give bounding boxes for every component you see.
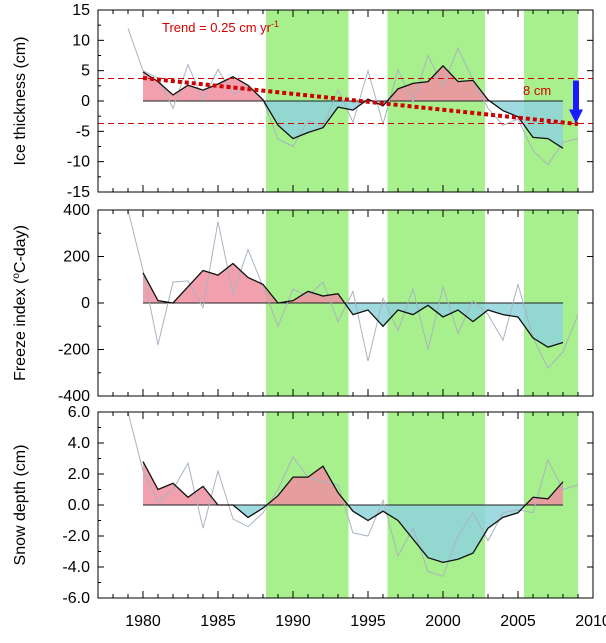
x-tick-label: 1990	[275, 613, 311, 630]
y-tick-label: 0	[81, 93, 90, 110]
y-tick-label: 4.0	[68, 435, 90, 452]
y-tick-label: 2.0	[68, 466, 90, 483]
positive-anomaly-fill	[188, 270, 203, 303]
y-axis-label-degree: o	[11, 273, 22, 279]
anomaly-series-line	[142, 461, 564, 564]
positive-anomaly-fill	[248, 277, 263, 303]
negative-anomaly-fill	[278, 101, 293, 139]
series-lines	[127, 210, 579, 369]
positive-anomaly-fill	[203, 84, 218, 101]
trend-annotations	[98, 75, 593, 127]
y-tick-label: 200	[63, 249, 90, 266]
positive-anomaly-fill	[173, 483, 188, 505]
y-axis-label-rest: C-day)	[12, 225, 29, 273]
y-tick-label: 400	[63, 202, 90, 219]
positive-anomaly-fill	[308, 466, 323, 505]
series-lines	[127, 412, 579, 577]
negative-anomaly-fill	[368, 303, 383, 327]
x-tick-label: 2000	[425, 613, 461, 630]
y-axis-label: Snow depth (cm)	[12, 445, 29, 566]
x-tick-label: 1985	[200, 613, 236, 630]
raw-series-line	[127, 28, 579, 166]
x-tick-label: 2005	[500, 613, 536, 630]
negative-anomaly-fill	[548, 303, 563, 348]
positive-anomaly-fill	[308, 291, 323, 303]
negative-anomaly-fill	[518, 101, 533, 138]
positive-anomaly-fill	[413, 81, 428, 101]
negative-anomaly-fill	[488, 505, 503, 529]
positive-anomaly-fill	[293, 477, 308, 505]
trend-line	[142, 75, 579, 127]
negative-anomaly-fill	[428, 505, 443, 563]
negative-anomaly-fill	[383, 505, 398, 521]
axes: 15 10 5 0 -5 -10 -15	[67, 2, 594, 201]
negative-anomaly-fill	[443, 505, 458, 563]
y-tick-label: 15	[72, 2, 90, 19]
y-tick-label: 10	[72, 32, 90, 49]
negative-anomaly-fill	[413, 505, 428, 558]
negative-anomaly-fill	[488, 303, 503, 315]
y-axis-label: Ice thickness (cm)	[12, 37, 29, 166]
negative-anomaly-fill	[353, 505, 368, 521]
anomaly-series-line	[142, 262, 564, 348]
raw-series-line	[127, 412, 579, 577]
panel-snow-depth: 6.0 4.0 2.0 0.0 -2.0 -4.0 -6.0 1980 1985 1990 1995…	[12, 404, 606, 630]
positive-anomaly-fill	[548, 481, 563, 505]
y-tick-label: -2.0	[62, 528, 90, 545]
trend-label-main: Trend = 0.25 cm yr	[162, 20, 272, 35]
positive-anomaly-fill	[233, 263, 248, 303]
axes: 6.0 4.0 2.0 0.0 -2.0 -4.0 -6.0 1980 1985 1990 1995…	[62, 404, 606, 630]
positive-anomaly-fill	[458, 80, 473, 101]
panel-ice-thickness: 15 10 5 0 -5 -10 -15 Ice thickness (cm) Trend …	[12, 2, 594, 201]
negative-anomaly-fill	[533, 303, 548, 348]
raw-series-line	[127, 210, 579, 369]
y-tick-label: 0.0	[68, 497, 90, 514]
positive-anomaly-fill	[428, 65, 443, 101]
y-tick-label: -4.0	[62, 559, 90, 576]
positive-anomaly-fill	[323, 466, 338, 505]
y-tick-label: -10	[67, 154, 90, 171]
trend-label-superscript: -1	[271, 19, 279, 29]
negative-anomaly-fill	[503, 101, 518, 117]
positive-anomaly-fill	[143, 461, 158, 505]
x-tick-label: 2010	[575, 613, 606, 630]
axes: 400 200 0 -200 -400	[58, 202, 594, 405]
positive-anomaly-fill	[278, 477, 293, 505]
anomaly-fills	[143, 461, 563, 563]
y-tick-label: 6.0	[68, 404, 90, 421]
negative-anomaly-fill	[398, 505, 413, 540]
negative-anomaly-fill	[293, 101, 308, 139]
positive-anomaly-fill	[158, 81, 173, 101]
negative-anomaly-fill	[473, 303, 488, 322]
panel-freeze-index: 400 200 0 -200 -400 Freeze index (oC-day)	[11, 202, 594, 405]
negative-anomaly-fill	[518, 303, 533, 338]
negative-anomaly-fill	[353, 303, 368, 315]
y-tick-label: 5	[81, 63, 90, 80]
x-tick-label: 1995	[350, 613, 386, 630]
y-axis-label: Freeze index (oC-day)	[11, 225, 29, 381]
difference-arrow-head	[569, 109, 583, 124]
y-tick-label: 0	[81, 295, 90, 312]
y-tick-label: -15	[67, 184, 90, 201]
negative-anomaly-fill	[503, 303, 518, 317]
y-tick-label: -400	[58, 388, 90, 405]
trend-label: Trend = 0.25 cm yr-1	[162, 19, 279, 35]
y-tick-label: -6.0	[62, 590, 90, 607]
y-axis-label-main: Freeze index (	[12, 278, 29, 381]
arrow-label: 8 cm	[523, 83, 551, 98]
x-tick-label: 1980	[125, 613, 161, 630]
y-tick-label: -5	[76, 123, 90, 140]
positive-anomaly-fill	[203, 270, 218, 303]
negative-anomaly-fill	[323, 101, 338, 128]
negative-anomaly-fill	[548, 101, 563, 149]
positive-anomaly-fill	[158, 483, 173, 505]
negative-anomaly-fill	[473, 505, 488, 554]
positive-anomaly-fill	[443, 65, 458, 101]
y-tick-label: -200	[58, 342, 90, 359]
negative-anomaly-fill	[248, 505, 263, 518]
